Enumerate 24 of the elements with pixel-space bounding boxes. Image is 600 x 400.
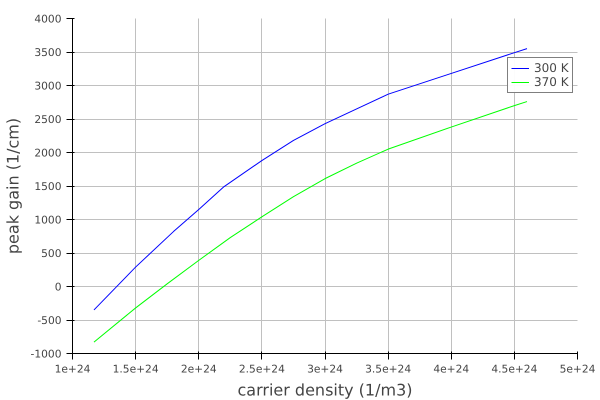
- x-tick-label: 3.5e+24: [365, 362, 412, 376]
- y-tick-label: 4000: [34, 12, 62, 26]
- x-tick-label: 2.5e+24: [238, 362, 286, 376]
- x-tick-label: 5e+24: [560, 362, 596, 376]
- legend-label: 300 K: [534, 61, 569, 75]
- y-tick-label: 0: [54, 280, 62, 294]
- x-tick-label: 3e+24: [307, 362, 344, 376]
- y-tick-label: 1500: [34, 180, 62, 193]
- y-tick-label: -500: [37, 314, 62, 327]
- y-tick-label: 3500: [34, 46, 62, 59]
- x-tick-label: 2e+24: [180, 362, 217, 376]
- x-tick-label: 1.5e+24: [112, 362, 159, 376]
- x-axis-title: carrier density (1/m3): [238, 380, 412, 400]
- x-tick-label: 4.5e+24: [491, 362, 538, 376]
- y-tick-label: -1000: [30, 348, 62, 360]
- y-tick-label: 500: [41, 247, 62, 260]
- x-tick-label: 1e+24: [54, 362, 91, 376]
- y-tick-label: 2000: [34, 146, 62, 160]
- legend-label: 370 K: [534, 75, 569, 89]
- y-tick-label: 2500: [34, 113, 62, 126]
- y-tick-label: 1000: [34, 214, 62, 226]
- y-axis-title: peak gain (1/cm): [4, 118, 23, 254]
- y-tick-label: 3000: [34, 80, 62, 92]
- x-tick-label: 4e+24: [433, 362, 470, 376]
